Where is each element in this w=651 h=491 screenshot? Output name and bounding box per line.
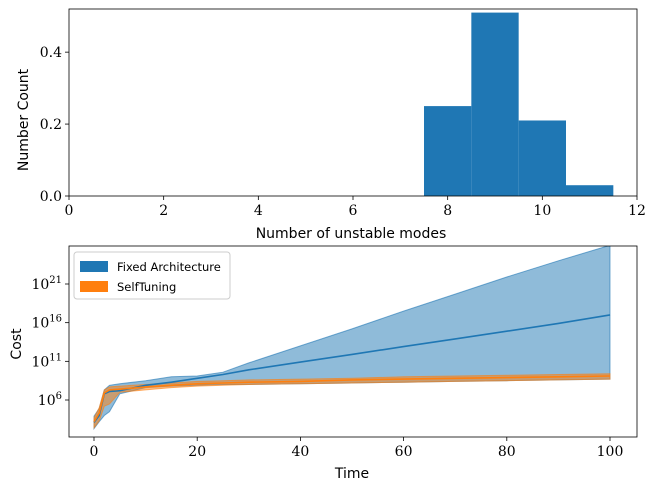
cost-x-tick-label: 100	[597, 444, 624, 460]
histogram-x-tick-label: 12	[628, 203, 646, 219]
histogram-bar	[518, 120, 566, 196]
histogram-x-tick-label: 10	[533, 203, 551, 219]
cost-x-tick-label: 80	[498, 444, 516, 460]
histogram-bar	[566, 185, 614, 196]
histogram-x-ticks: 0 2 4 6 8 10 12	[65, 196, 646, 219]
histogram-bar	[471, 12, 519, 196]
cost-y-ticks: 106 1011 1016 1021	[31, 275, 69, 409]
cost-legend: Fixed Architecture SelfTuning	[73, 251, 231, 300]
histogram-y-label: Number Count	[16, 68, 32, 171]
histogram-x-tick-label: 4	[254, 203, 263, 219]
cost-frame	[68, 245, 638, 438]
legend-box	[73, 251, 231, 300]
histogram-y-ticks: 0.0 0.2 0.4	[40, 45, 69, 205]
histogram-x-tick-label: 2	[159, 203, 168, 219]
cost-y-label: Cost	[9, 328, 25, 360]
legend-swatch-selftuning	[80, 281, 108, 292]
histogram-x-tick-label: 6	[349, 203, 358, 219]
histogram-y-tick-label: 0.2	[40, 117, 62, 133]
histogram-bar	[424, 106, 472, 196]
cost-x-tick-label: 0	[90, 444, 99, 460]
cost-line-fixed-architecture	[93, 314, 611, 423]
cost-y-tick-label: 106	[38, 391, 62, 409]
cost-line-selftuning	[93, 375, 611, 423]
cost-y-tick-label: 1011	[31, 352, 62, 370]
cost-x-ticks: 0 20 40 60 80 100	[90, 437, 624, 460]
legend-label-selftuning: SelfTuning	[117, 280, 176, 294]
histogram-bars	[424, 12, 614, 196]
legend-swatch-fixed-architecture	[80, 261, 108, 272]
cost-series-group	[93, 246, 611, 431]
cost-x-label: Time	[334, 466, 369, 482]
cost-x-tick-label: 40	[291, 444, 309, 460]
cost-y-tick-label: 1021	[31, 275, 62, 293]
histogram-y-tick-label: 0.0	[40, 189, 62, 205]
histogram-x-label: Number of unstable modes	[256, 226, 447, 242]
legend-label-fixed-architecture: Fixed Architecture	[117, 260, 221, 274]
cost-panel: 0 20 40 60 80 100 106 1011 1016 1021 Time Cost F…	[9, 245, 638, 482]
histogram-x-tick-label: 8	[443, 203, 452, 219]
histogram-x-tick-label: 0	[65, 203, 74, 219]
histogram-panel: 0 2 4 6 8 10 12 0.0 0.2 0.4 Number of unstable m…	[16, 8, 646, 242]
histogram-y-tick-label: 0.4	[40, 45, 62, 61]
cost-x-tick-label: 20	[188, 444, 206, 460]
cost-x-tick-label: 60	[395, 444, 413, 460]
cost-y-tick-label: 1016	[31, 314, 62, 332]
